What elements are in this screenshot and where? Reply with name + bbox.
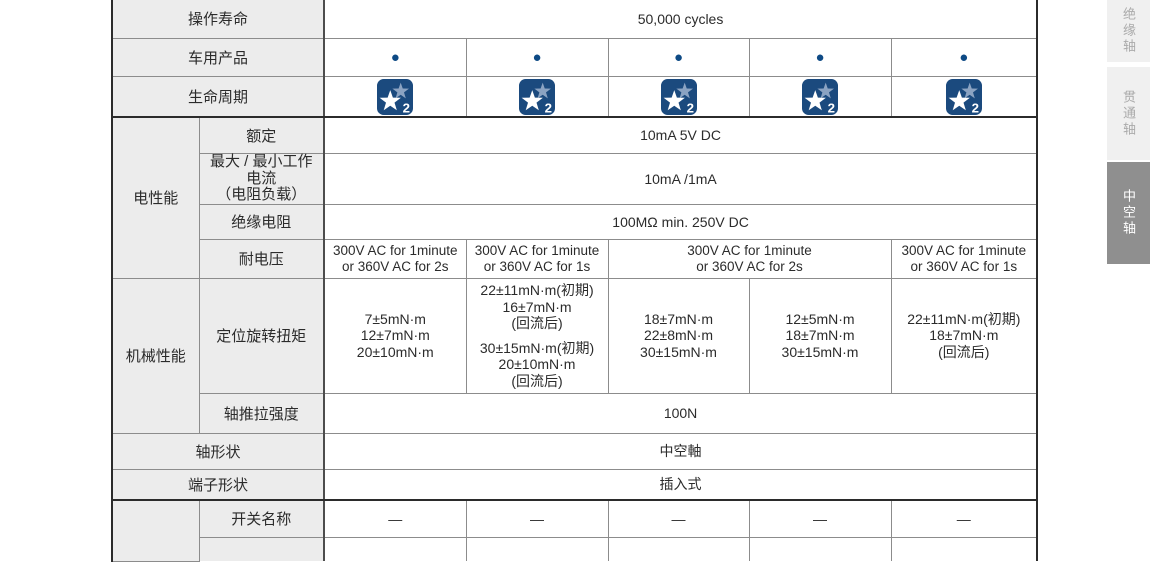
cell-lifecycle-1: 2 <box>323 75 467 118</box>
cell-switch-name-5: — <box>890 499 1039 538</box>
tab-insulated-shaft[interactable]: 绝缘轴 <box>1107 0 1150 62</box>
cell-terminal-shape-value: 插入式 <box>323 468 1039 501</box>
lifecycle-stage2-badge-icon: 2 <box>802 78 839 115</box>
cell-withstand-1: 300V AC for 1minute or 360V AC for 2s <box>323 238 467 279</box>
cell-withstand-5: 300V AC for 1minute or 360V AC for 1s <box>890 238 1039 279</box>
group-label-mechanical: 机械性能 <box>111 277 200 434</box>
tab-through-shaft[interactable]: 贯通轴 <box>1107 67 1150 160</box>
cell-automotive-5: ● <box>890 37 1039 77</box>
cell-withstand-3-4: 300V AC for 1minute or 360V AC for 2s <box>607 238 892 279</box>
cell-switch-name-4: — <box>748 499 892 538</box>
cell-torque-3: 18±7mN·m 22±8mN·m 30±15mN·m <box>607 277 750 394</box>
row-withstand-voltage: 耐电压 300V AC for 1minute or 360V AC for 2s… <box>112 238 1039 279</box>
row-label-cutoff <box>198 536 325 561</box>
cell-lifecycle-5: 2 <box>890 75 1039 118</box>
row-operating-life: 操作寿命 50,000 cycles <box>110 0 1039 39</box>
svg-text:2: 2 <box>828 100 835 114</box>
cell-cutoff-2 <box>465 536 609 561</box>
row-label-terminal-shape: 端子形状 <box>110 468 325 501</box>
cell-cutoff-4 <box>748 536 892 561</box>
cell-shaft-shape-value: 中空軸 <box>323 432 1039 470</box>
cell-torque-2: 22±11mN·m(初期) 16±7mN·m (回流后) 30±15mN·m(初期) 2… <box>465 277 609 394</box>
row-label-shaft-shape: 轴形状 <box>110 432 325 470</box>
row-label-detent-torque: 定位旋转扭矩 <box>198 277 325 394</box>
row-terminal-shape: 端子形状 插入式 <box>110 468 1039 501</box>
cell-push-pull-value: 100N <box>323 392 1039 434</box>
row-detent-torque: 机械性能 定位旋转扭矩 7±5mN·m 12±7mN·m 20±10mN·m 22±… <box>111 277 1039 434</box>
row-push-pull-strength: 轴推拉强度 100N <box>112 392 1039 434</box>
cell-operating-life-value: 50,000 cycles <box>323 0 1039 39</box>
automotive-dot-icon: ● <box>390 49 400 66</box>
row-label-automotive: 车用产品 <box>110 37 325 77</box>
row-insulation-resistance: 绝缘电阻 100MΩ min. 250V DC <box>112 203 1039 240</box>
cell-operating-current-value: 10mA /1mA <box>323 153 1039 205</box>
cell-rated-value: 10mA 5V DC <box>323 116 1039 154</box>
cell-automotive-4: ● <box>748 37 892 77</box>
cell-cutoff-1 <box>323 536 467 561</box>
row-label-lifecycle: 生命周期 <box>110 75 325 118</box>
automotive-dot-icon: ● <box>959 49 969 66</box>
cell-lifecycle-4: 2 <box>748 75 892 118</box>
spec-table: 操作寿命 50,000 cycles 车用产品 ● ● ● ● ● 生命周期 2… <box>110 0 1039 562</box>
svg-text:2: 2 <box>971 100 978 114</box>
cell-withstand-2: 300V AC for 1minute or 360V AC for 1s <box>465 238 609 279</box>
cell-automotive-2: ● <box>465 37 609 77</box>
cell-insulation-resistance-value: 100MΩ min. 250V DC <box>323 203 1039 240</box>
cell-torque-4: 12±5mN·m 18±7mN·m 30±15mN·m <box>748 277 892 394</box>
row-cutoff <box>112 536 1039 561</box>
cell-switch-name-1: — <box>323 499 467 538</box>
row-label-operating-life: 操作寿命 <box>110 0 325 39</box>
row-lifecycle: 生命周期 2 2 2 <box>110 75 1039 118</box>
row-shaft-shape: 轴形状 中空軸 <box>110 432 1039 470</box>
tab-hollow-shaft[interactable]: 中空轴 <box>1107 162 1150 264</box>
row-switch-name: 开关名称 — — — — — <box>111 499 1039 562</box>
cell-switch-name-3: — <box>607 499 750 538</box>
row-automotive: 车用产品 ● ● ● ● ● <box>110 37 1039 77</box>
cell-lifecycle-2: 2 <box>465 75 609 118</box>
row-label-withstand-voltage: 耐电压 <box>198 238 325 279</box>
cell-cutoff-3 <box>607 536 750 561</box>
cell-automotive-1: ● <box>323 37 467 77</box>
svg-text:2: 2 <box>545 100 552 114</box>
lifecycle-stage2-badge-icon: 2 <box>377 78 414 115</box>
group-label-switch <box>111 499 200 562</box>
automotive-dot-icon: ● <box>815 49 825 66</box>
row-operating-current: 最大 / 最小工作电流 （电阻负载） 10mA /1mA <box>112 153 1039 205</box>
automotive-dot-icon: ● <box>532 49 542 66</box>
cell-automotive-3: ● <box>607 37 750 77</box>
row-label-push-pull-strength: 轴推拉强度 <box>198 392 325 434</box>
cell-torque-5: 22±11mN·m(初期) 18±7mN·m (回流后) <box>890 277 1039 394</box>
lifecycle-stage2-badge-icon: 2 <box>945 78 982 115</box>
row-rated: 电性能 额定 10mA 5V DC <box>111 116 1039 279</box>
svg-text:2: 2 <box>686 100 693 114</box>
lifecycle-stage2-badge-icon: 2 <box>660 78 697 115</box>
cell-torque-1: 7±5mN·m 12±7mN·m 20±10mN·m <box>323 277 467 394</box>
row-label-insulation-resistance: 绝缘电阻 <box>198 203 325 240</box>
cell-cutoff-5 <box>890 536 1039 561</box>
row-label-switch-name: 开关名称 <box>198 499 325 538</box>
row-label-rated: 额定 <box>198 116 325 154</box>
group-label-electrical: 电性能 <box>111 116 200 279</box>
lifecycle-stage2-badge-icon: 2 <box>519 78 556 115</box>
cell-switch-name-2: — <box>465 499 609 538</box>
automotive-dot-icon: ● <box>673 49 684 66</box>
row-label-operating-current: 最大 / 最小工作电流 （电阻负载） <box>198 153 325 205</box>
cell-lifecycle-3: 2 <box>607 75 750 118</box>
svg-text:2: 2 <box>403 100 410 114</box>
